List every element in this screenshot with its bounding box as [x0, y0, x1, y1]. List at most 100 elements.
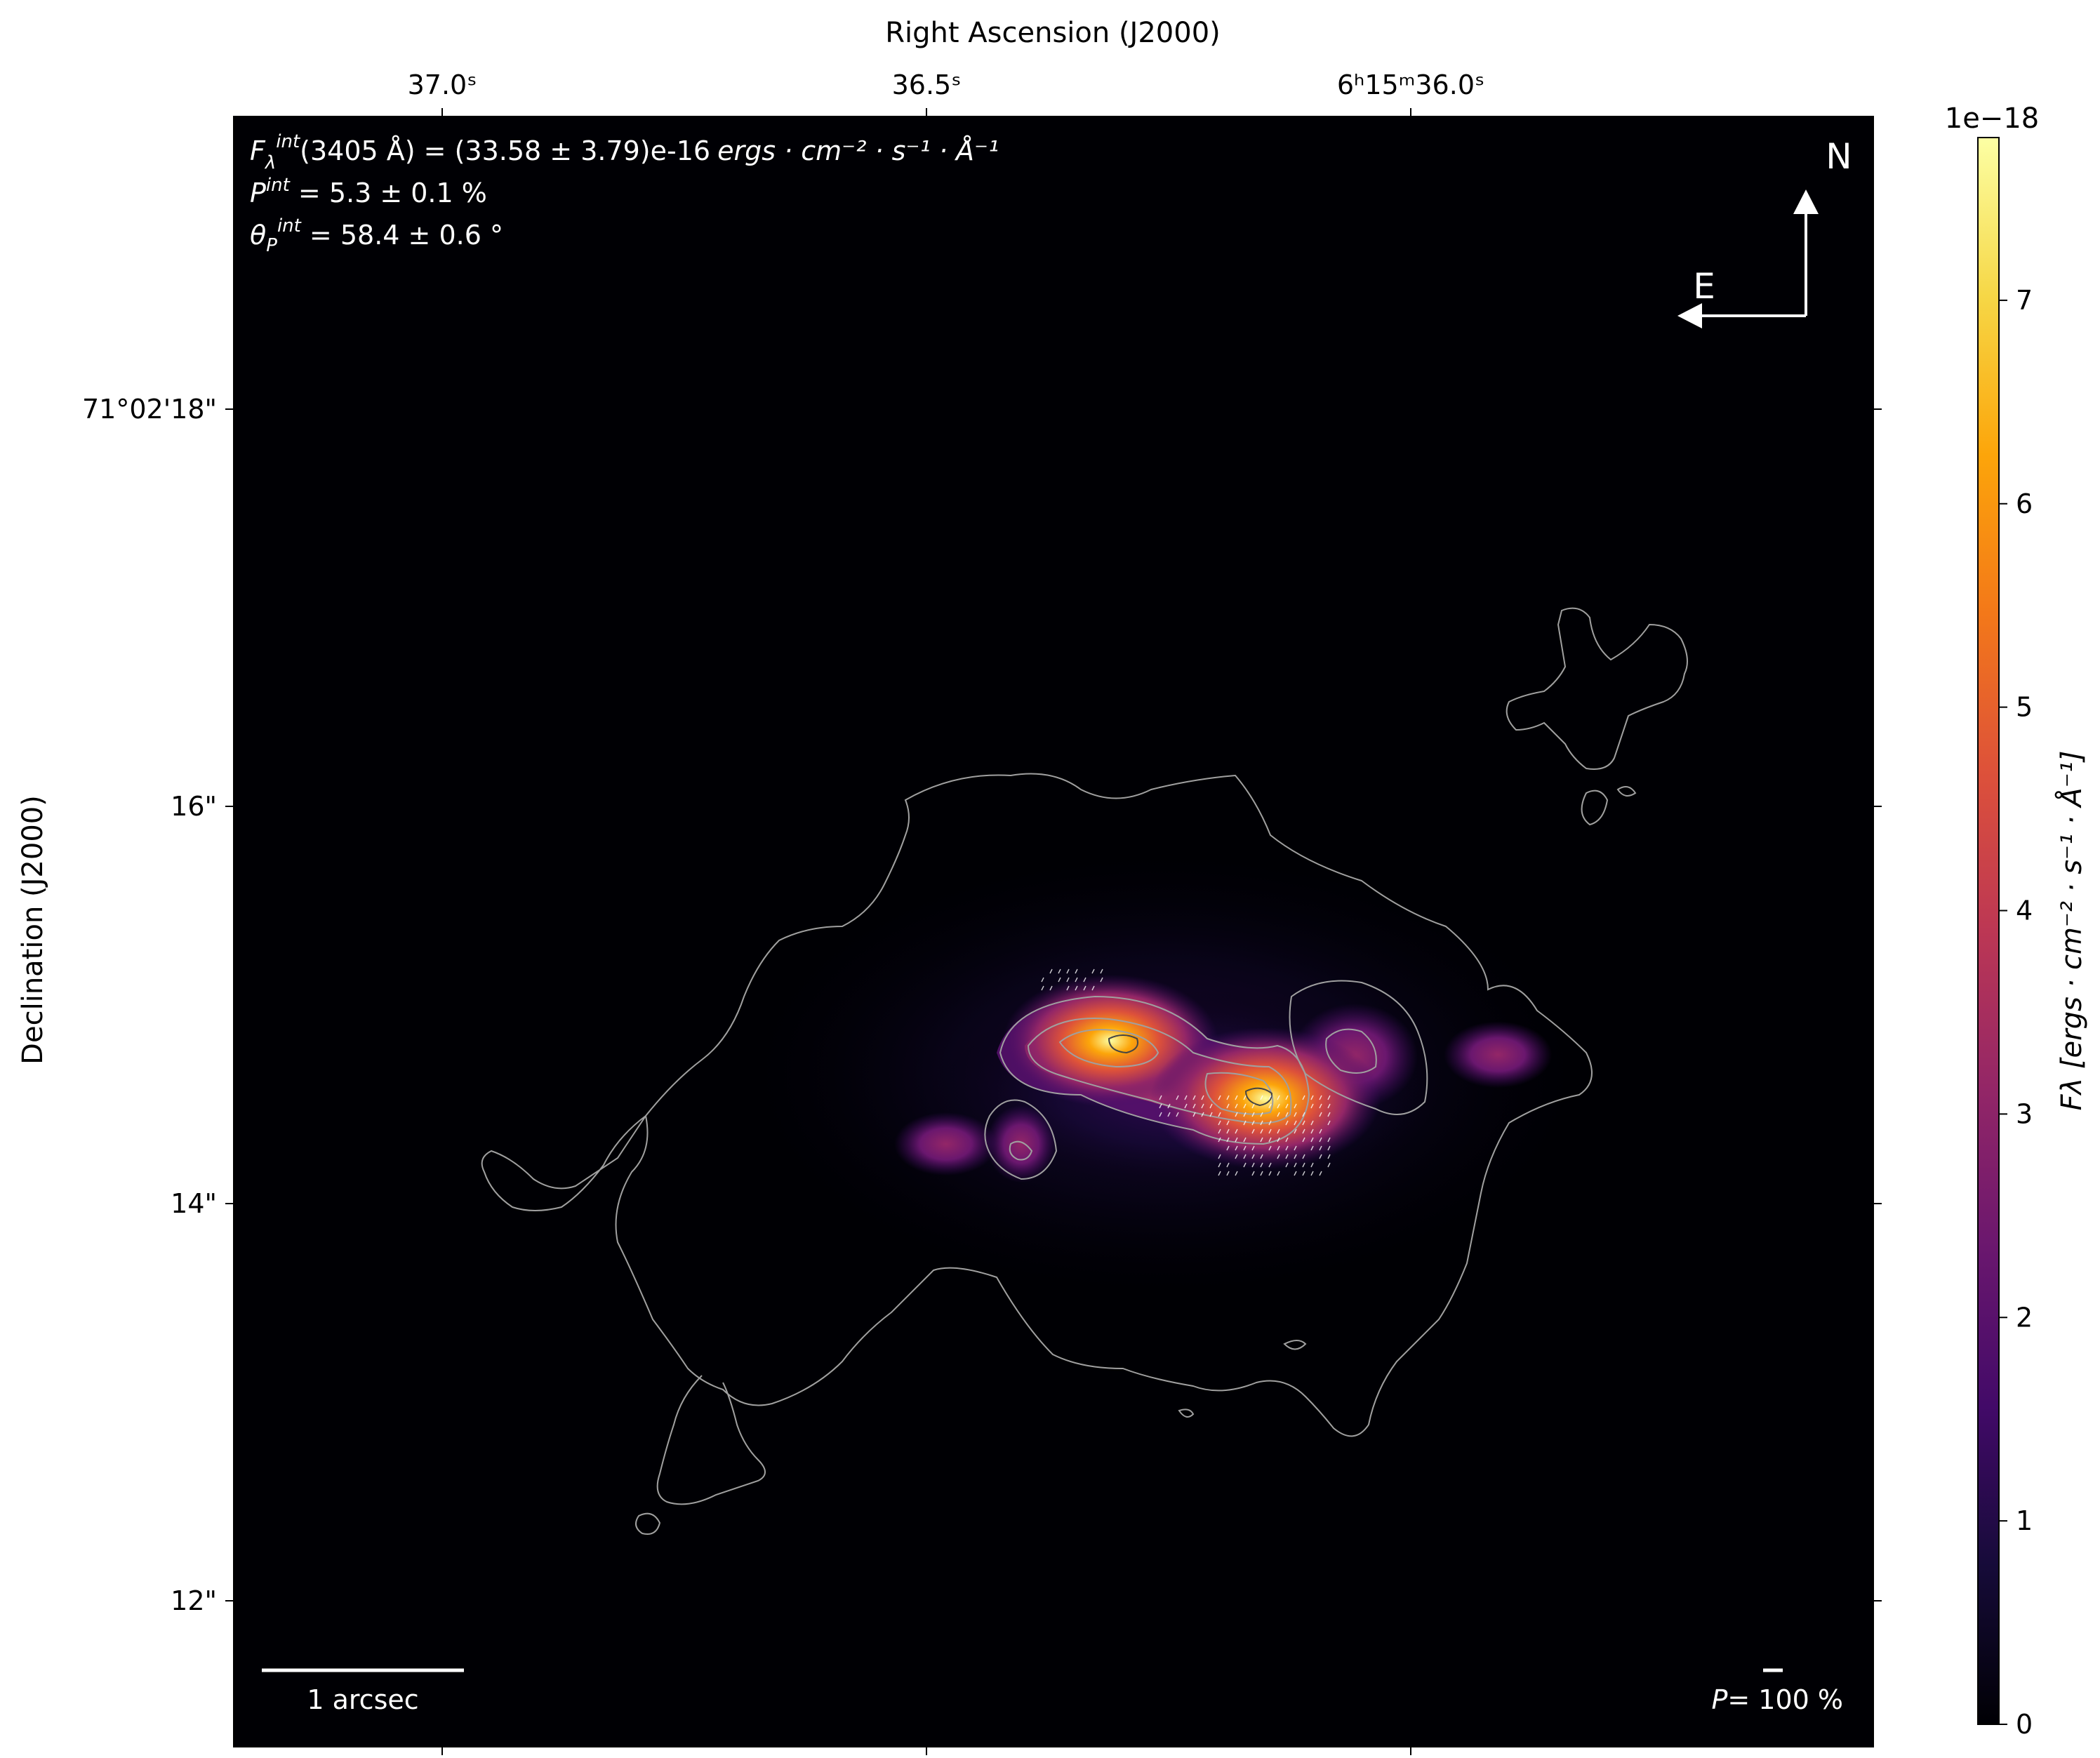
polarization-vector	[1310, 1162, 1314, 1168]
x-axis-label: Right Ascension (J2000)	[885, 17, 1221, 49]
polarization-vector	[1310, 1145, 1314, 1151]
polarization-vector	[1243, 1095, 1247, 1100]
polarization-vector	[1226, 1120, 1230, 1126]
polarization-vector	[1235, 1103, 1238, 1109]
polarization-vector	[1192, 1103, 1196, 1109]
polarization-vector	[1251, 1120, 1255, 1126]
polarization-vector	[1302, 1095, 1305, 1100]
polarization-vector	[1218, 1137, 1221, 1143]
y-tick-label-0: 71°02'18"	[82, 394, 217, 425]
polarization-vector	[1083, 977, 1086, 983]
polarization-vector	[1058, 977, 1061, 983]
polarization-vector	[1327, 1162, 1331, 1168]
polarization-vector	[1285, 1103, 1289, 1109]
polarization-vector	[1201, 1103, 1204, 1109]
polarization-vector	[1260, 1154, 1263, 1159]
vector-scale-label: P= 100 %	[1711, 1684, 1843, 1715]
annotation-block: Fλint(3405 Å) = (33.58 ± 3.79)e-16 ergs ·…	[250, 131, 999, 256]
emission-peak-1	[1150, 1027, 1381, 1170]
inner-contour-1	[999, 995, 1310, 1145]
polarization-vector	[1218, 1128, 1221, 1134]
colorbar-tick-label-7: 7	[2016, 285, 2033, 316]
colorbar-multiplier: 1e−18	[1945, 102, 2039, 135]
outer-contour-south-tail	[656, 1375, 766, 1505]
polarization-vector	[1218, 1154, 1221, 1159]
ne-clump-contour	[1506, 607, 1688, 770]
polarization-vector	[1294, 1145, 1297, 1151]
west-lobe-inner	[1325, 1028, 1377, 1074]
outer-contour	[615, 773, 1593, 1437]
polarization-vector	[1251, 1145, 1255, 1151]
polarization-vector	[1268, 1095, 1272, 1100]
polarization-vector	[1218, 1120, 1221, 1126]
polarization-vector	[1243, 1145, 1247, 1151]
x-tick-label-0: 37.0ˢ	[408, 69, 477, 100]
polarization-vector	[1285, 1162, 1289, 1168]
polarization-vector	[1159, 1095, 1162, 1100]
polarization-vector	[1100, 968, 1103, 974]
peak-south-lobe	[986, 1105, 1056, 1183]
polarization-vector	[1327, 1154, 1331, 1159]
polarization-vector	[1319, 1112, 1322, 1117]
polarization-vector	[1327, 1120, 1331, 1126]
polarization-vector	[1285, 1112, 1289, 1117]
polarization-vector	[1327, 1103, 1331, 1109]
y-tick-label-1: 16"	[171, 791, 217, 822]
polarization-vector	[1091, 985, 1095, 991]
small-contour-4	[1283, 1340, 1307, 1350]
scale-bar-label: 1 arcsec	[307, 1684, 418, 1715]
polarization-vector	[1285, 1120, 1289, 1126]
vector-scale: P= 100 %	[1711, 1668, 1843, 1715]
polarization-vector	[1235, 1128, 1238, 1134]
colorbar-tick-label-3: 3	[2016, 1098, 2033, 1129]
compass: N E	[1677, 136, 1852, 328]
polarization-vector	[1319, 1154, 1322, 1159]
polarization-vector	[1251, 1112, 1255, 1117]
colorbar: 1e−18 0 1 2 3 4 5 6 7 Fλ [ergs · cm⁻² · s⁻¹ · Å…	[1945, 102, 2088, 1740]
polarization-vector	[1049, 985, 1053, 991]
scale-bar: 1 arcsec	[262, 1668, 464, 1715]
polarization-vector	[1277, 1137, 1280, 1143]
emission-peaks	[894, 974, 1553, 1176]
polarization-vector	[1285, 1145, 1289, 1151]
polarization-vector	[1268, 1137, 1272, 1143]
polarization-vector	[1226, 1137, 1230, 1143]
polarization-vector	[1243, 1103, 1247, 1109]
polarization-vector	[1226, 1145, 1230, 1151]
polarization-vector	[1251, 1154, 1255, 1159]
polarization-vector	[1235, 1154, 1238, 1159]
polarization-vector	[1302, 1112, 1305, 1117]
small-contour-3	[635, 1512, 661, 1535]
polarization-vector	[1327, 1112, 1331, 1117]
polarization-vector	[1075, 977, 1078, 983]
polarization-vector	[1251, 1103, 1255, 1109]
polarization-vector	[1159, 1103, 1162, 1109]
peak-a-contour	[1108, 1034, 1138, 1054]
polarization-vectors	[1041, 968, 1331, 1176]
polarization-vector	[1201, 1095, 1204, 1100]
west-lobe-contour	[1289, 980, 1428, 1115]
inner-contour-4	[1204, 1072, 1274, 1115]
outer-contour-tail	[481, 1115, 646, 1211]
polarization-vector	[1268, 1120, 1272, 1126]
polarization-vector	[1243, 1162, 1247, 1168]
polarization-vector	[1260, 1128, 1263, 1134]
polarization-vector	[1285, 1154, 1289, 1159]
polarization-vector	[1260, 1162, 1263, 1168]
polarization-vector	[1319, 1095, 1322, 1100]
polarization-vector	[1251, 1171, 1255, 1176]
polarization-vector	[1302, 1162, 1305, 1168]
polarization-vector	[1294, 1120, 1297, 1126]
small-contour-1	[1581, 790, 1609, 826]
polarization-vector	[1218, 1112, 1221, 1117]
polarization-vector	[1226, 1095, 1230, 1100]
south-lobe-contour	[984, 1099, 1058, 1180]
compass-east-arrowhead	[1677, 303, 1702, 328]
polarization-vector	[1268, 1171, 1272, 1176]
polarization-vector	[1277, 1171, 1280, 1176]
colorbar-label: Fλ [ergs · cm⁻² · s⁻¹ · Å⁻¹]	[2054, 751, 2088, 1111]
colorbar-tick-label-2: 2	[2016, 1302, 2033, 1333]
polarization-vector	[1218, 1162, 1221, 1168]
flux-annotation: Fλint(3405 Å) = (33.58 ± 3.79)e-16 ergs ·…	[250, 131, 999, 173]
